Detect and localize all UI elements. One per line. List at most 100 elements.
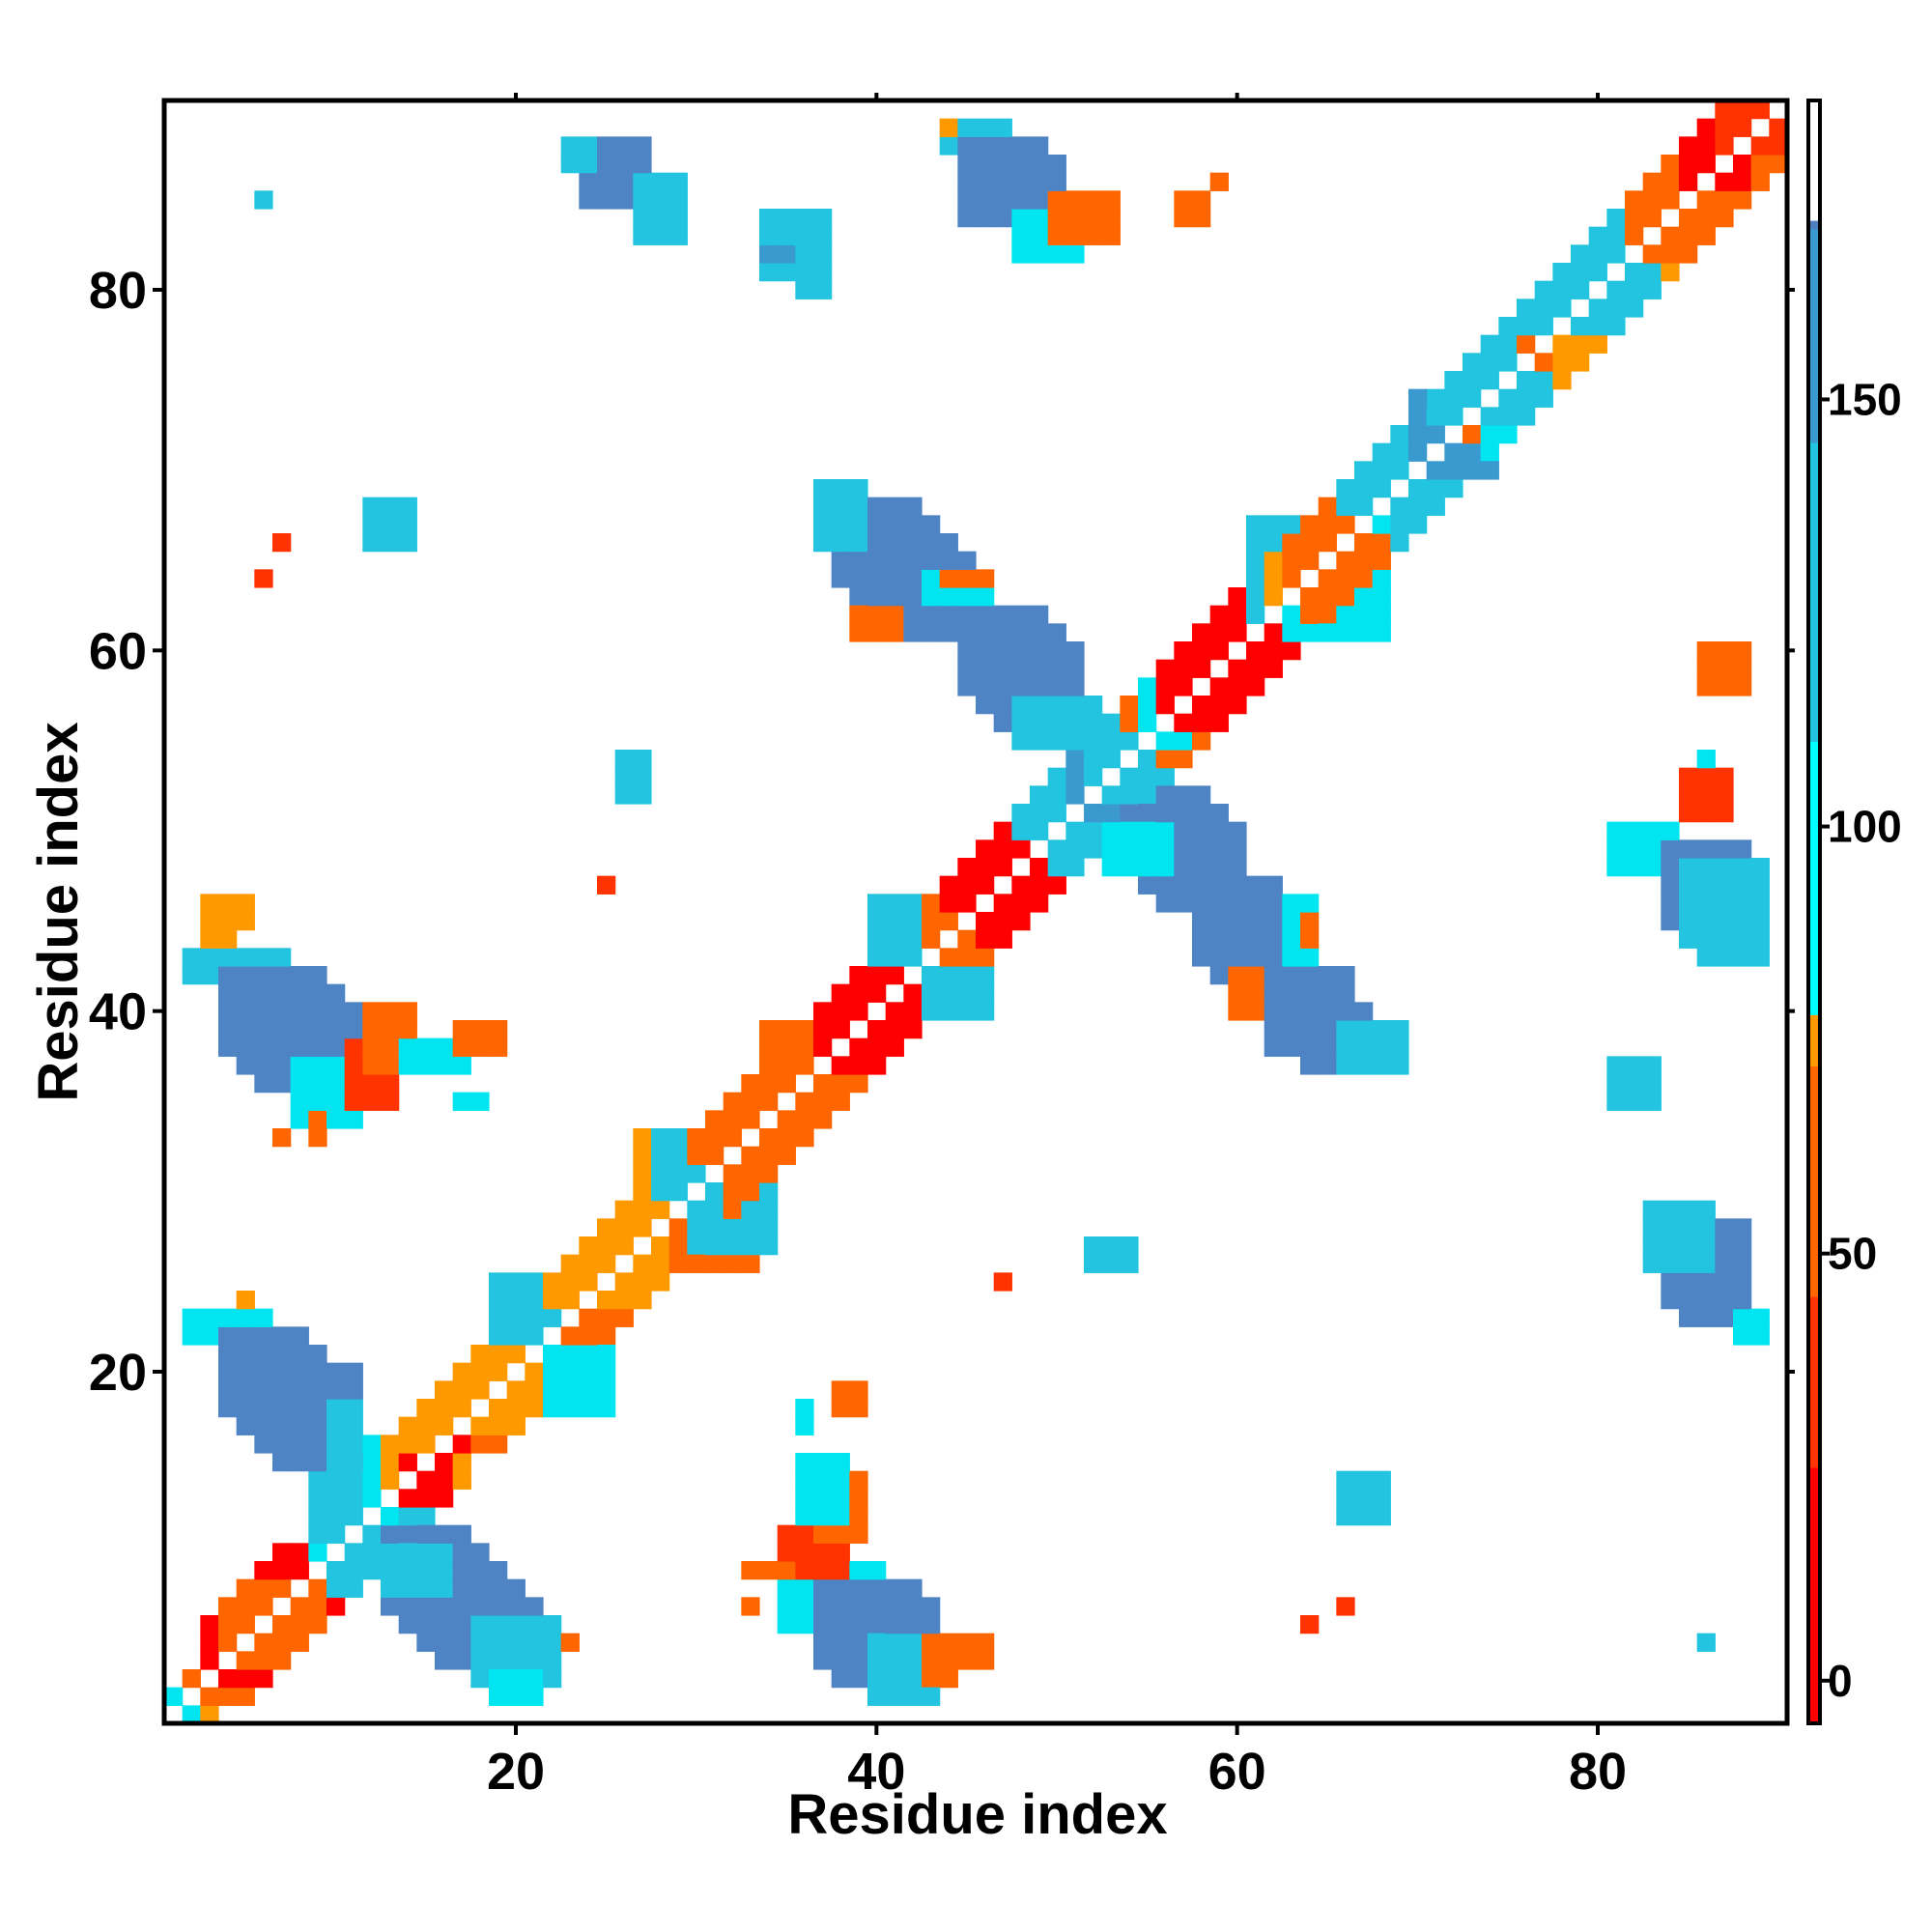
heatmap-cell xyxy=(452,1380,471,1400)
heatmap-cell xyxy=(668,1128,688,1148)
heatmap-cell xyxy=(687,1200,706,1219)
heatmap-cell xyxy=(1661,172,1680,191)
heatmap-cell xyxy=(470,1416,490,1435)
heatmap-cell xyxy=(831,1092,850,1111)
heatmap-cell xyxy=(1372,551,1391,570)
colorbar-tick-label: 100 xyxy=(1828,802,1902,852)
heatmap-cell xyxy=(398,533,417,553)
heatmap-cell xyxy=(1300,1002,1320,1021)
heatmap-cell xyxy=(560,136,580,156)
heatmap-cell xyxy=(759,1164,779,1183)
heatmap-cell xyxy=(1679,839,1698,859)
heatmap-cell xyxy=(597,1326,616,1346)
heatmap-cell xyxy=(705,1236,724,1256)
heatmap-cell xyxy=(1354,1507,1374,1526)
heatmap-cell xyxy=(381,1507,400,1526)
heatmap-cell xyxy=(1372,1507,1391,1526)
heatmap-cell xyxy=(1715,659,1734,678)
heatmap-cell xyxy=(1696,1633,1716,1652)
heatmap-cell xyxy=(1661,875,1680,895)
y-axis-ticks: 20 40 60 80 xyxy=(89,262,1795,1402)
heatmap-cell xyxy=(993,659,1012,678)
heatmap-cell xyxy=(1174,839,1193,859)
heatmap-cell xyxy=(236,1020,255,1039)
heatmap-cell xyxy=(1174,677,1193,696)
heatmap-cell xyxy=(1463,371,1482,390)
heatmap-cell xyxy=(976,696,995,715)
heatmap-cell xyxy=(1155,894,1175,913)
heatmap-cell xyxy=(416,1507,436,1526)
heatmap-cell xyxy=(1318,1056,1337,1075)
heatmap-cell xyxy=(813,280,833,299)
heatmap-cell xyxy=(993,136,1012,156)
heatmap-cell xyxy=(1065,839,1085,859)
heatmap-cell xyxy=(939,1669,958,1689)
heatmap-cell xyxy=(1696,677,1716,696)
heatmap-cell xyxy=(1282,551,1301,570)
heatmap-cell xyxy=(218,1633,238,1652)
heatmap-cell xyxy=(922,533,941,553)
heatmap-cell xyxy=(849,1056,868,1075)
heatmap-cell xyxy=(668,1164,688,1183)
heatmap-cell xyxy=(813,1651,833,1670)
heatmap-cell xyxy=(831,569,850,588)
heatmap-cell xyxy=(849,1074,868,1094)
heatmap-cell xyxy=(381,1470,400,1490)
heatmap-cell xyxy=(633,1128,652,1148)
heatmap-cell xyxy=(1426,407,1445,426)
heatmap-cell xyxy=(1480,442,1499,462)
heatmap-cell xyxy=(939,983,958,1003)
heatmap-cell xyxy=(272,1651,292,1670)
heatmap-cell xyxy=(327,1561,346,1580)
heatmap-cell xyxy=(308,1128,327,1148)
heatmap-cell xyxy=(849,1669,868,1689)
heatmap-cell xyxy=(1174,785,1193,805)
heatmap-cell xyxy=(1625,1074,1644,1094)
heatmap-cell xyxy=(416,1489,436,1508)
heatmap-cell xyxy=(813,1543,833,1562)
heatmap-cell xyxy=(327,1110,346,1129)
heatmap-cell xyxy=(867,533,887,553)
heatmap-cell xyxy=(849,1399,868,1418)
heatmap-cell xyxy=(1318,587,1337,607)
heatmap-cell xyxy=(1606,244,1626,264)
heatmap-cell xyxy=(849,587,868,607)
heatmap-cell xyxy=(993,912,1012,931)
heatmap-cell xyxy=(1318,966,1337,985)
heatmap-cell xyxy=(218,1037,238,1057)
heatmap-cell xyxy=(1228,587,1247,607)
heatmap-cell xyxy=(1372,1020,1391,1039)
heatmap-cell xyxy=(723,1092,742,1111)
heatmap-cell xyxy=(1733,172,1752,191)
heatmap-cell xyxy=(741,1146,760,1165)
heatmap-cell xyxy=(1498,425,1518,444)
heatmap-cell xyxy=(1246,551,1265,570)
heatmap-cell xyxy=(254,1416,273,1435)
heatmap-cell xyxy=(344,1056,363,1075)
heatmap-cell xyxy=(1155,659,1175,678)
heatmap-cell xyxy=(1625,263,1644,282)
heatmap-cell xyxy=(1750,929,1770,949)
heatmap-cell xyxy=(1047,804,1066,823)
heatmap-cell xyxy=(1696,948,1716,967)
heatmap-cell xyxy=(416,1435,436,1454)
heatmap-cell xyxy=(1246,587,1265,607)
heatmap-cell xyxy=(651,209,670,228)
heatmap-cell xyxy=(381,1435,400,1454)
heatmap-cell xyxy=(1679,804,1698,823)
heatmap-cell xyxy=(922,515,941,534)
heatmap-cell xyxy=(435,1633,454,1652)
heatmap-cell xyxy=(777,1543,796,1562)
heatmap-cell xyxy=(272,1633,292,1652)
heatmap-cell xyxy=(831,1669,850,1689)
heatmap-cell xyxy=(795,1470,814,1490)
heatmap-cell xyxy=(362,1489,382,1508)
heatmap-cell xyxy=(344,1362,363,1381)
heatmap-cell xyxy=(1390,1056,1409,1075)
heatmap-cell xyxy=(290,1110,309,1129)
heatmap-cell xyxy=(633,226,652,245)
heatmap-cell xyxy=(1606,821,1626,840)
heatmap-cell xyxy=(1426,388,1445,408)
heatmap-cell xyxy=(1030,875,1049,895)
heatmap-cell xyxy=(452,1543,471,1562)
